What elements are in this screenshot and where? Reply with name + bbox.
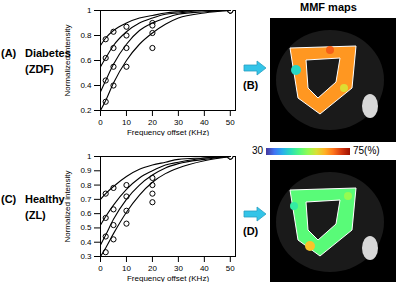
html-text:75(%): 75(%) (353, 145, 380, 156)
html-text:(B): (B) (243, 79, 259, 91)
svg-text:20: 20 (148, 264, 157, 273)
svg-text:Normalized intensity: Normalized intensity (63, 170, 72, 242)
svg-text:0.8: 0.8 (80, 181, 92, 190)
svg-text:10: 10 (122, 264, 131, 273)
svg-text:0.4: 0.4 (80, 238, 92, 247)
svg-text:1: 1 (87, 152, 92, 161)
svg-text:Frequency offset (KHz): Frequency offset (KHz) (127, 274, 209, 282)
svg-text:30: 30 (174, 264, 183, 273)
svg-text:50: 50 (226, 264, 235, 273)
svg-text:0.8: 0.8 (80, 31, 92, 40)
html-text:(ZDF): (ZDF) (25, 63, 54, 75)
svg-text:40: 40 (200, 264, 209, 273)
html-text:30: 30 (251, 145, 263, 156)
svg-text:50: 50 (226, 118, 235, 127)
html-text:(C): (C) (1, 193, 17, 205)
html-text:MMF maps: MMF maps (300, 1, 357, 13)
html-text:Diabetes: Diabetes (25, 47, 71, 59)
svg-text:0.4: 0.4 (80, 81, 92, 90)
svg-text:0.5: 0.5 (80, 223, 92, 232)
svg-text:0.7: 0.7 (80, 195, 92, 204)
svg-text:30: 30 (174, 118, 183, 127)
svg-text:0: 0 (98, 264, 103, 273)
svg-text:0.3: 0.3 (80, 252, 92, 261)
svg-text:0: 0 (98, 118, 103, 127)
svg-text:20: 20 (148, 118, 157, 127)
html-text:(A): (A) (1, 47, 17, 59)
html-text:(D): (D) (243, 225, 259, 237)
html-text:(ZL): (ZL) (25, 209, 46, 221)
svg-text:0.6: 0.6 (80, 56, 92, 65)
svg-text:0.9: 0.9 (80, 166, 92, 175)
svg-text:Frequency offset (KHz): Frequency offset (KHz) (127, 128, 209, 137)
svg-text:10: 10 (122, 118, 131, 127)
svg-text:0.6: 0.6 (80, 209, 92, 218)
svg-text:1: 1 (87, 6, 92, 15)
html-text:Healthy: Healthy (25, 193, 65, 205)
svg-text:40: 40 (200, 118, 209, 127)
svg-text:Normalized intensity: Normalized intensity (63, 24, 72, 96)
svg-text:0.2: 0.2 (80, 106, 92, 115)
